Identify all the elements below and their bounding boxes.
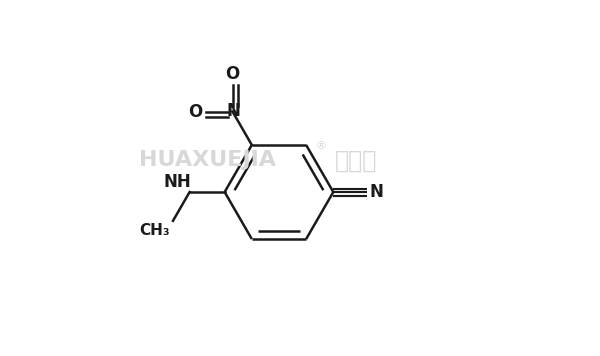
Text: N: N (227, 102, 241, 120)
Text: NH: NH (164, 173, 191, 191)
Text: ®: ® (316, 141, 327, 151)
Text: O: O (226, 65, 239, 83)
Text: 化学加: 化学加 (335, 148, 377, 172)
Text: HUAXUEJIA: HUAXUEJIA (139, 151, 276, 171)
Text: O: O (188, 103, 202, 121)
Text: CH₃: CH₃ (140, 222, 170, 237)
Text: N: N (370, 183, 383, 201)
